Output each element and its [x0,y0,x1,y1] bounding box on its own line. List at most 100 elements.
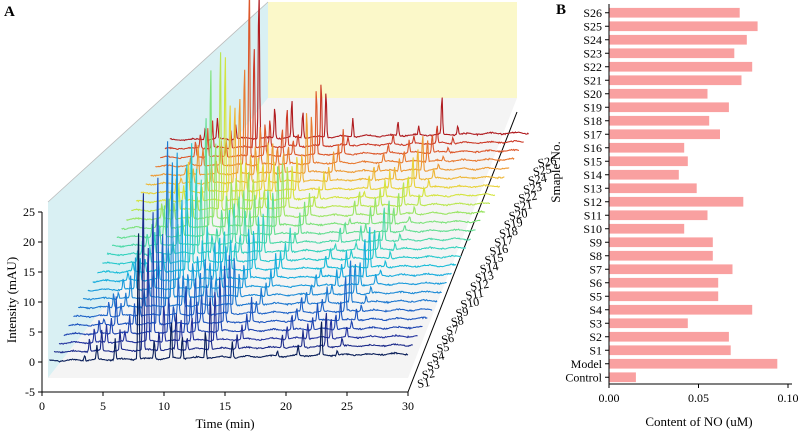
sample-label-S24: S24 [527,171,548,188]
bar-S22 [609,61,753,72]
category-label-S5: S5 [589,289,602,303]
bar-S18 [609,115,710,126]
x-tick-label: 15 [219,399,231,413]
sample-label-S11: S11 [464,286,484,303]
x-axis-title: Time (min) [195,416,254,431]
bar-S8 [609,250,713,261]
category-label-S18: S18 [583,114,602,128]
sample-label-S23: S23 [522,180,543,197]
sample-label-S3: S3 [426,357,441,373]
y-tick-label: 15 [23,265,35,279]
sample-label-S1: S1 [416,375,431,391]
category-label-S16: S16 [583,141,602,155]
category-label-S7: S7 [589,262,602,276]
sample-label-S20: S20 [508,206,529,223]
bar-S10 [609,223,685,234]
bar-x-axis-title: Content of NO (uM) [645,414,752,429]
sample-label-S7: S7 [445,322,460,338]
y-tick-label: 5 [29,325,35,339]
y-tick-group: -5 0 5 10 15 20 25 [23,205,42,399]
chromatogram-traces [49,0,529,363]
y-tick-label: -5 [25,385,35,399]
y-tick-label: 10 [23,295,35,309]
x-tick-group: 0 5 10 15 20 25 30 [39,392,414,413]
floor-pane [48,98,517,378]
bar-S13 [609,183,697,194]
sample-label-S14: S14 [479,259,500,276]
category-label-S26: S26 [583,6,602,20]
bar-S12 [609,196,744,207]
category-label-S24: S24 [583,33,602,47]
category-label-S10: S10 [583,222,602,236]
category-label-S17: S17 [583,127,602,141]
bar-S16 [609,142,685,153]
category-label-S19: S19 [583,100,602,114]
category-label-S11: S11 [584,208,602,222]
bar-S25 [609,21,758,32]
bar-S21 [609,75,742,86]
bar-S4 [609,304,753,315]
side-wall-edge [47,1,269,203]
bar-S26 [609,7,740,18]
sample-label-S5: S5 [435,340,450,356]
sample-label-S18: S18 [498,224,519,241]
bar-Model [609,358,778,369]
x-tick-label: 30 [402,399,414,413]
panel-a-label: A [4,4,15,20]
sample-label-S9: S9 [455,304,470,320]
chromatogram-trace-S4 [63,212,423,337]
sample-label-S13: S13 [474,268,495,285]
bar-S11 [609,210,708,221]
sample-label-S26: S26 [537,153,558,170]
bar-y-axis-title: Smaple No. [548,141,563,202]
bar-S2 [609,331,729,342]
y-tick-label: 20 [23,235,35,249]
category-label-S25: S25 [583,19,602,33]
bar-S1 [609,345,731,356]
bar-x-tick-label: 0.00 [599,391,620,405]
sample-label-S22: S22 [517,188,538,205]
category-label-S4: S4 [589,303,602,317]
y-axis-title: Intensity (mAU) [4,257,19,343]
sample-label-S17: S17 [493,233,514,250]
category-label-S8: S8 [589,249,602,263]
bar-S20 [609,88,708,99]
bar-S17 [609,129,720,140]
category-label-S15: S15 [583,154,602,168]
depth-axis [407,111,518,393]
bar-Control [609,372,636,383]
category-label-group: S26S25S24S23S22S21S20S19S18S17S16S15S14S… [565,6,609,384]
sample-label-S6: S6 [440,331,455,347]
chromatogram-trace-S1 [49,233,409,363]
sample-depth-labels: S26S25S24S23S22S21S20S19S18S17S16S15S14S… [416,153,557,391]
bar-S14 [609,169,679,180]
sample-label-S25: S25 [532,162,553,179]
sample-label-S4: S4 [431,348,446,364]
x-tick-label: 0 [39,399,45,413]
bar-x-tick-group: 0.00 0.05 0.10 [599,384,799,405]
chromatogram-y-axis: -5 0 5 10 15 20 25 [23,205,43,399]
bar-S5 [609,291,719,302]
sample-label-S19: S19 [503,215,524,232]
sample-label-S12: S12 [469,277,490,294]
chromatogram-x-axis: 0 5 10 15 20 25 30 [39,391,414,413]
x-tick-label: 25 [341,399,353,413]
category-label-S2: S2 [589,330,602,344]
sample-label-S15: S15 [484,250,505,267]
bar-S3 [609,318,688,329]
sample-label-S2: S2 [421,366,436,382]
bar-S19 [609,102,729,113]
bar-group [609,7,778,383]
bar-S23 [609,48,735,59]
category-label-S12: S12 [583,195,602,209]
sample-label-S16: S16 [488,241,509,258]
x-tick-label: 10 [158,399,170,413]
y-tick-label: 0 [29,355,35,369]
bar-S24 [609,34,747,45]
bar-S15 [609,156,688,167]
category-label-S6: S6 [589,276,602,290]
category-label-Model: Model [571,357,603,371]
bar-x-tick-label: 0.10 [778,391,799,405]
back-wall-pane [268,2,517,98]
